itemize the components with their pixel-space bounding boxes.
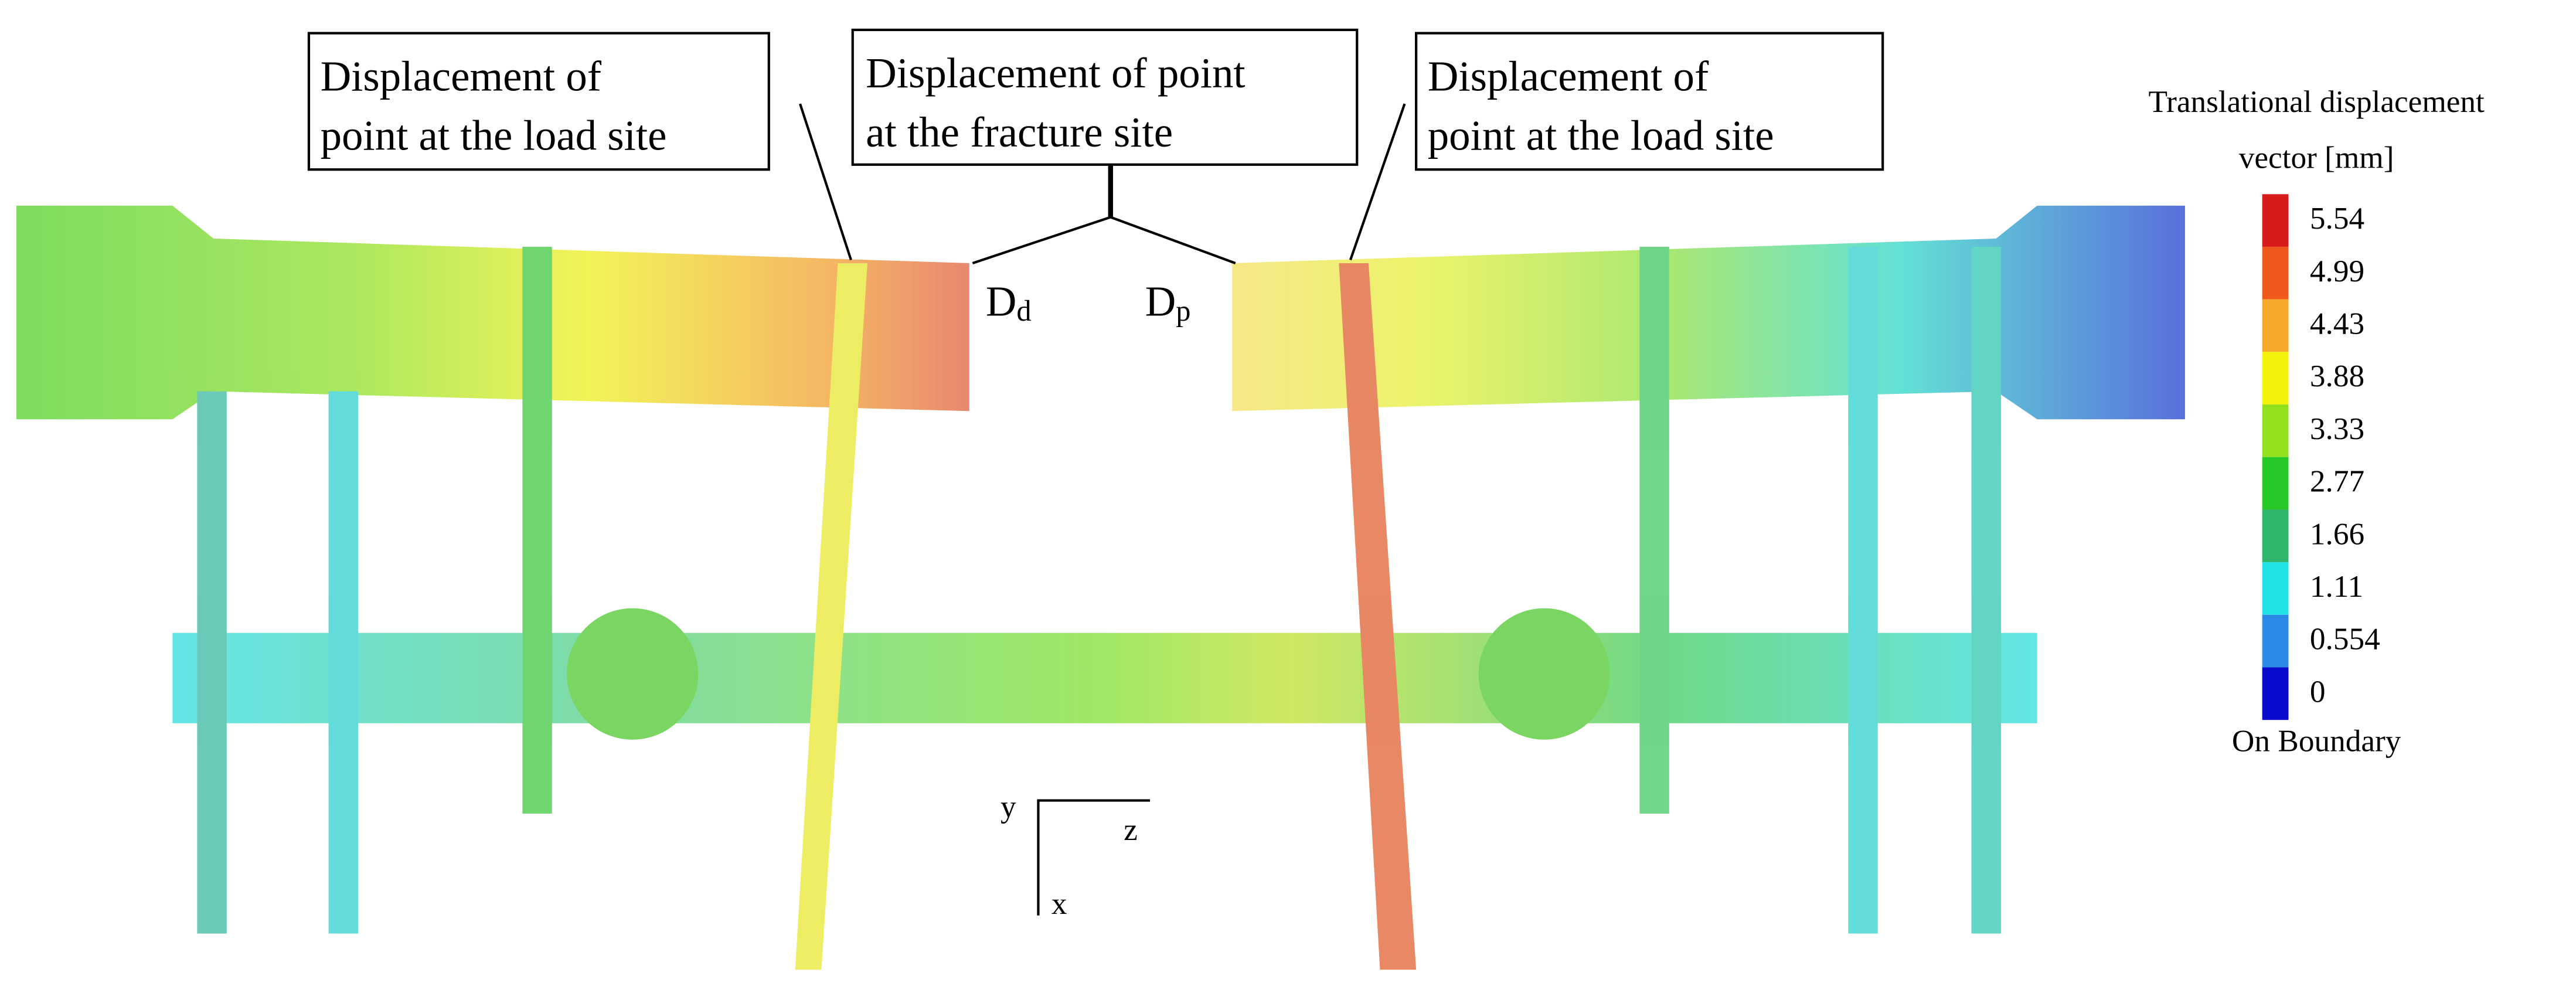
point-letter: D xyxy=(1145,278,1176,325)
legend-swatch xyxy=(2262,667,2289,720)
legend-swatch xyxy=(2262,246,2289,300)
legend-label: 5.54 xyxy=(2310,201,2364,236)
axis-label: y xyxy=(1001,790,1016,824)
point-label: Dp xyxy=(1145,278,1191,327)
leader-line xyxy=(1349,103,1406,261)
legend-label: 4.43 xyxy=(2310,307,2364,341)
rod xyxy=(1848,246,1878,934)
annotation-text: point at the load site xyxy=(321,112,667,159)
left-beam xyxy=(16,205,969,420)
legend-swatch xyxy=(2262,509,2289,563)
leader-line xyxy=(799,103,852,261)
hub xyxy=(567,608,699,740)
legend-footer: On Boundary xyxy=(2232,723,2401,758)
point-label: Dd xyxy=(986,278,1032,327)
annotation-text: at the fracture site xyxy=(866,108,1173,156)
legend-label: 0.554 xyxy=(2310,622,2380,657)
rod xyxy=(1971,246,2001,934)
axis-label: z xyxy=(1124,812,1138,847)
legend-label: 2.77 xyxy=(2310,464,2364,499)
rod xyxy=(1639,246,1669,814)
leaders xyxy=(307,28,1884,916)
legend-label: 4.99 xyxy=(2310,254,2364,288)
model xyxy=(16,205,2185,970)
legend-swatch xyxy=(2262,614,2289,668)
legend-label: 1.11 xyxy=(2310,569,2363,604)
legend-swatch xyxy=(2262,194,2289,247)
axis-triad xyxy=(1037,799,1151,916)
rod xyxy=(522,246,552,814)
legend-label: 3.88 xyxy=(2310,359,2364,393)
rod xyxy=(1339,263,1417,970)
right-beam xyxy=(1232,205,2185,420)
rod xyxy=(328,391,359,934)
legend-swatch xyxy=(2262,457,2289,510)
legend-swatch xyxy=(2262,404,2289,457)
legend-swatch xyxy=(2262,299,2289,352)
annotation-text: Displacement of point xyxy=(866,49,1245,97)
legend-swatch xyxy=(2262,352,2289,405)
point-subscript: d xyxy=(1016,294,1031,327)
point-subscript: p xyxy=(1176,294,1190,327)
annotation-box xyxy=(1415,32,1884,171)
legend-label: 0 xyxy=(2310,674,2326,709)
hub xyxy=(1478,608,1610,740)
rod xyxy=(197,391,227,934)
rod xyxy=(795,263,867,970)
annotation-box xyxy=(307,32,770,171)
leader-line xyxy=(972,216,1236,264)
annotation-text: point at the load site xyxy=(1428,112,1774,159)
axis-label: x xyxy=(1052,886,1067,921)
legend-title: Translational displacement xyxy=(2148,84,2485,119)
point-letter: D xyxy=(986,278,1017,325)
legend-label: 3.33 xyxy=(2310,412,2364,446)
annotation-text: Displacement of xyxy=(1428,53,1709,100)
annotation-text: Displacement of xyxy=(321,53,602,100)
lower-beam xyxy=(172,632,2037,723)
legend-swatch xyxy=(2262,562,2289,615)
legend-label: 1.66 xyxy=(2310,516,2364,551)
annotation-box xyxy=(851,28,1359,166)
legend-title: vector [mm] xyxy=(2239,140,2394,175)
labels: Displacement of point at the load site Dis… xyxy=(321,49,2485,921)
